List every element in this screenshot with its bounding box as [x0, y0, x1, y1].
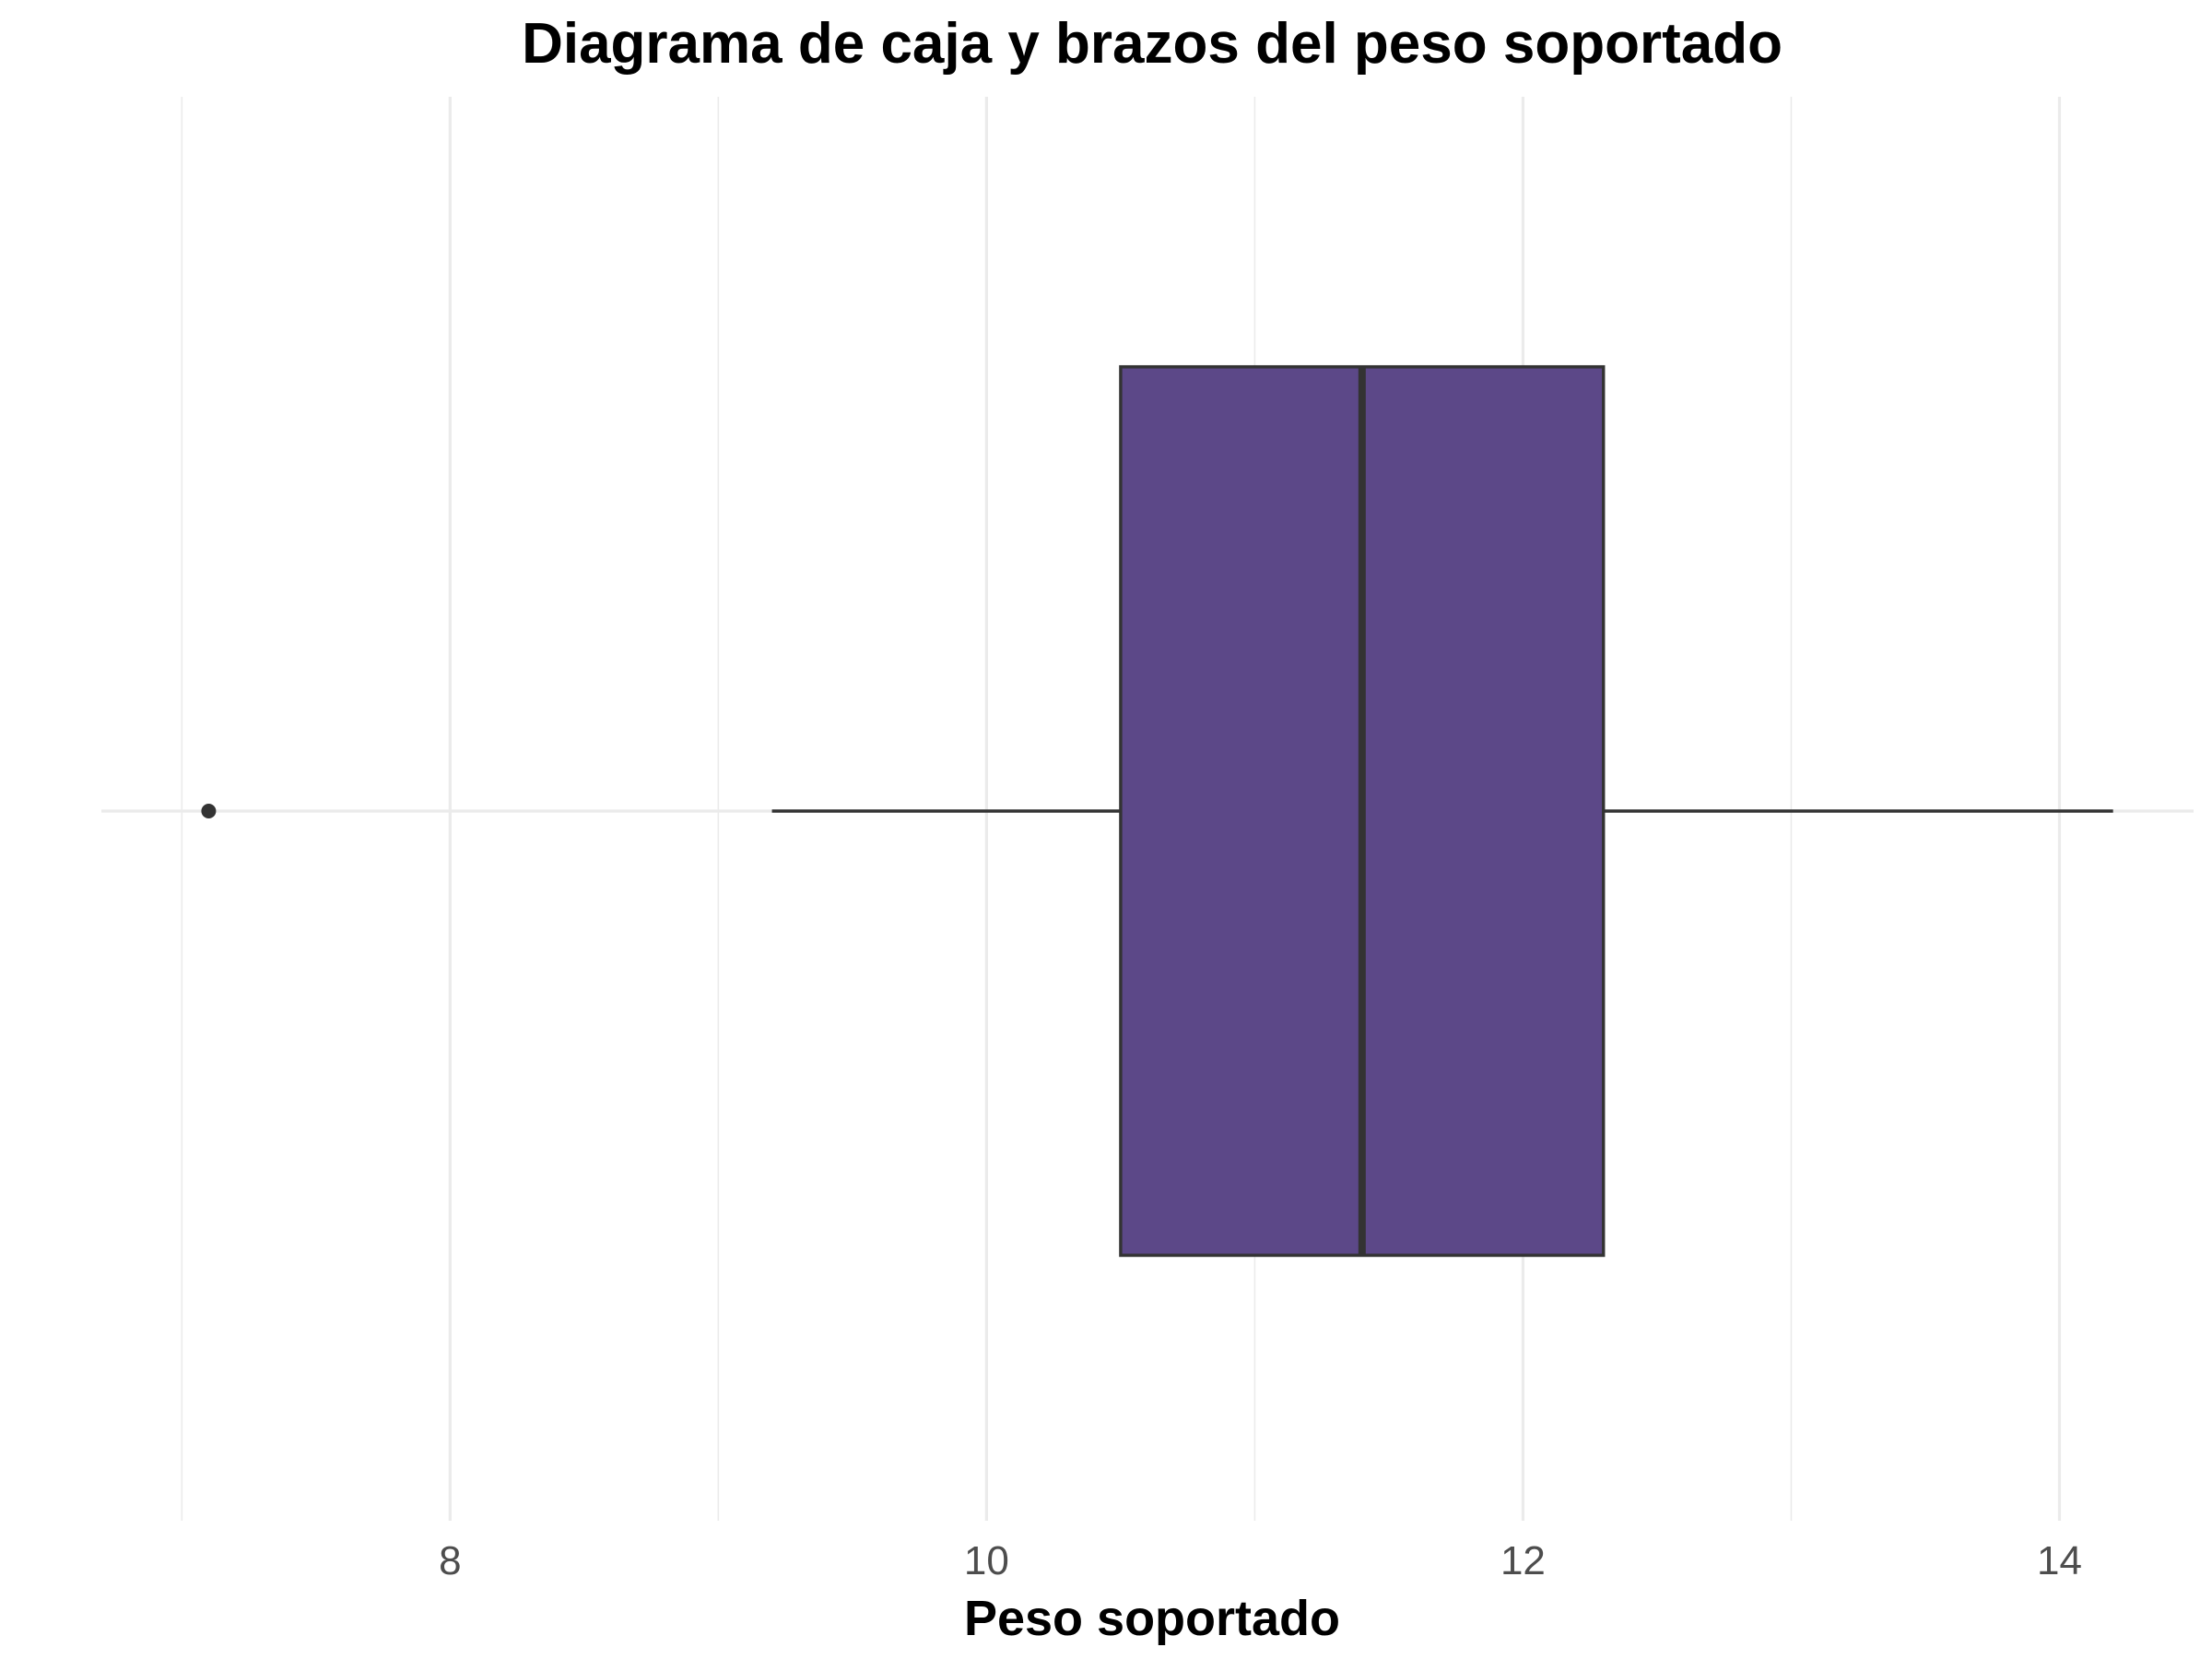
plot-marks: [201, 365, 2113, 1257]
x-axis-title: Peso soportado: [964, 1591, 1340, 1646]
x-tick-labels: 8 10 12 14: [439, 1538, 2082, 1583]
outlier-point: [201, 804, 217, 818]
x-tick-label: 12: [1500, 1538, 1546, 1583]
x-tick-label: 8: [439, 1538, 461, 1583]
x-tick-label: 10: [964, 1538, 1009, 1583]
chart-title: Diagrama de caja y brazos del peso sopor…: [522, 12, 1783, 76]
x-tick-label: 14: [2037, 1538, 2082, 1583]
